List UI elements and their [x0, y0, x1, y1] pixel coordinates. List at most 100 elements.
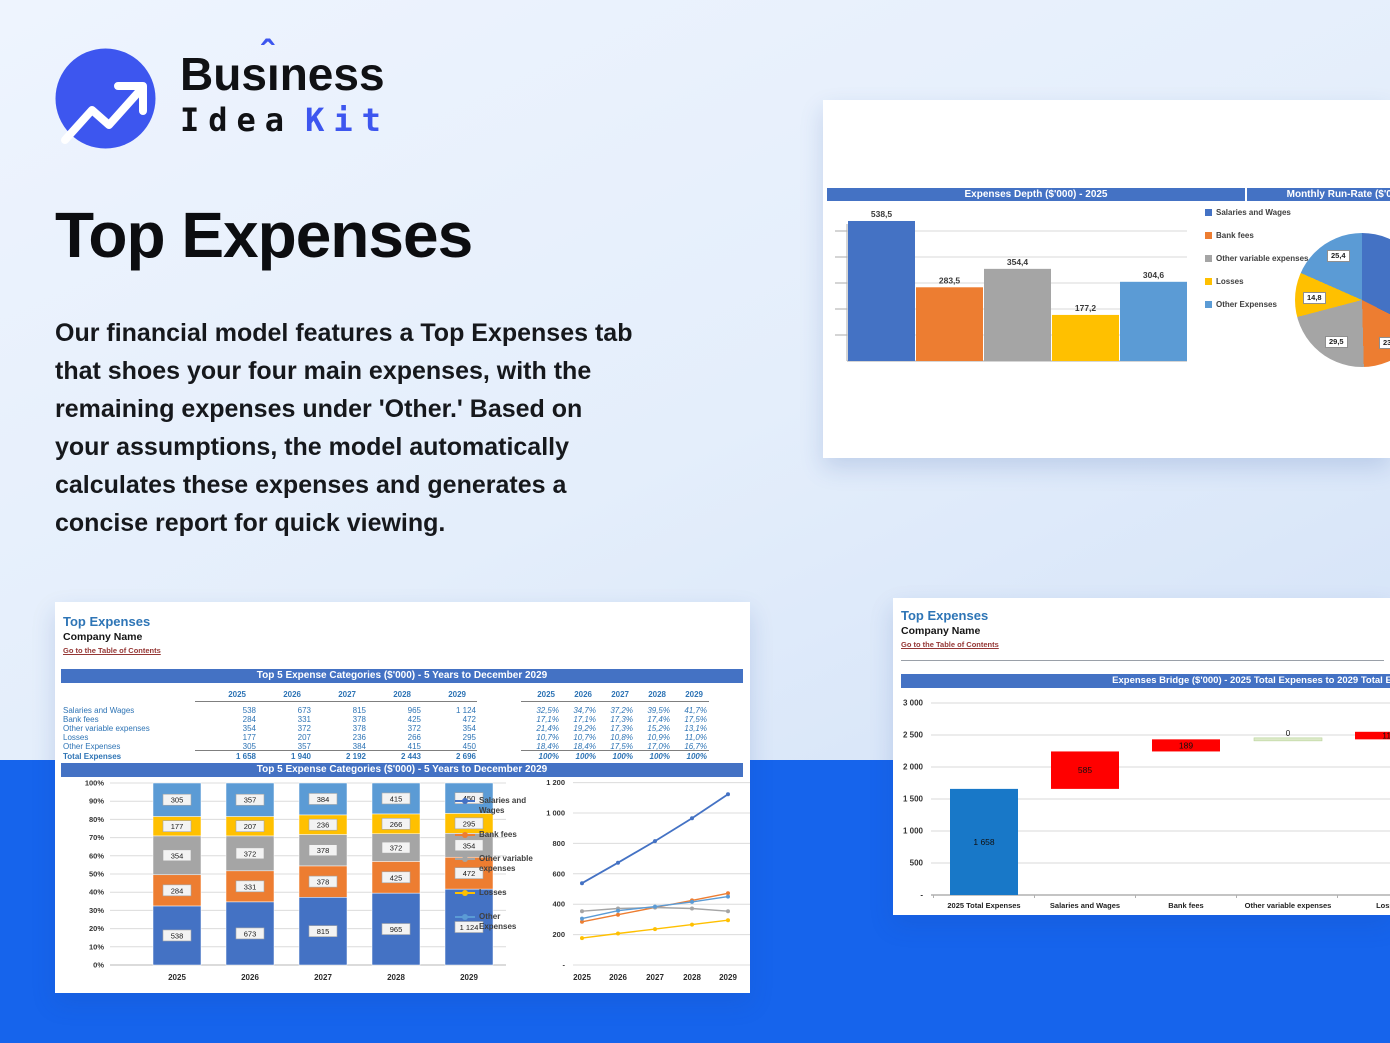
- chart-text: 1 500: [903, 795, 924, 804]
- value-cell: 1 124: [455, 706, 476, 715]
- pie-value-label: 23,6: [1379, 337, 1390, 350]
- data-point: [726, 891, 730, 896]
- data-point: [580, 936, 584, 941]
- value-cell: 384: [352, 742, 366, 751]
- percent-cell: 17,0%: [647, 742, 670, 751]
- value-cell: 177: [242, 733, 256, 742]
- legend-label: Salaries and Wages: [479, 796, 527, 815]
- chart-text: 40%: [89, 888, 104, 897]
- chart-text: Other variable expenses: [1245, 901, 1332, 910]
- chart-text: 2027: [646, 973, 664, 982]
- chart-text: 354,4: [1007, 257, 1029, 267]
- table-of-contents-link[interactable]: Go to the Table of Contents: [901, 640, 999, 649]
- chart-text: 0: [1286, 729, 1291, 738]
- percent-cell: 10,7%: [573, 733, 596, 742]
- chart-text: 2026: [241, 973, 259, 982]
- value-cell: 354: [462, 724, 476, 733]
- segment-label-box: [235, 820, 265, 833]
- value-cell: 357: [297, 742, 311, 751]
- table-total-row: Total Expenses 1 658 1 940 2 192 2 443 2 696 1…: [63, 751, 743, 762]
- chart-text: 354: [463, 841, 476, 850]
- percent-cell: 100%: [686, 752, 707, 761]
- depth-chart-header: Expenses Depth ($'000) - 2025: [827, 188, 1245, 201]
- chart-text: 372: [390, 844, 403, 853]
- expenses-bridge-waterfall-chart: 3 000 2 500 2 000 1 500 1 000 500 - 1 658 2025 T…: [903, 699, 1390, 910]
- percent-cell: 11,0%: [684, 733, 707, 742]
- value-cell: 815: [352, 706, 366, 715]
- chart-text: -: [563, 961, 566, 970]
- chart-text: 10%: [89, 942, 104, 951]
- percent-cell: 100%: [612, 752, 633, 761]
- legend-swatch-icon: [1205, 301, 1212, 308]
- top5-line-chart: 1 200 1 000 800 600 400 200 -2025 2026 2027 2028 2…: [546, 780, 750, 982]
- brand-name-top: Busıness ˆ: [180, 36, 390, 97]
- value-cell: 236: [352, 733, 366, 742]
- value-cell: 372: [297, 724, 311, 733]
- table-of-contents-link[interactable]: Go to the Table of Contents: [63, 646, 161, 655]
- chart-text: Salaries and Wages: [1050, 901, 1120, 910]
- stacked-segment: [444, 888, 494, 966]
- legend-label: Losses: [479, 888, 507, 897]
- chart-text: 585: [1078, 765, 1092, 775]
- percent-cell: 15,2%: [647, 724, 670, 733]
- value-cell: 472: [462, 715, 476, 724]
- depth-bar: [916, 287, 983, 361]
- chart-text: 207: [244, 822, 257, 831]
- chart-text: 2028: [683, 973, 701, 982]
- chart-text: 538: [171, 931, 184, 940]
- table-row: Other Expenses 305 357 384 415 450 18,4% 18,4% 1…: [63, 742, 743, 751]
- row-label: Other Expenses: [63, 742, 121, 751]
- segment-label-box: [454, 792, 484, 804]
- value-cell: 1 940: [290, 752, 311, 761]
- top5-table: 2025 2026 2027 2028 2029 2025 2026 2027 2028 2029…: [63, 688, 743, 762]
- chart-text: 415: [390, 794, 403, 803]
- row-label: Losses: [63, 733, 89, 742]
- legend-swatch-icon: [1205, 278, 1212, 285]
- row-label: Bank fees: [63, 715, 99, 724]
- percent-cell: 17,1%: [573, 715, 596, 724]
- waterfall-bar: [1051, 751, 1119, 789]
- chart-text: 500: [910, 859, 924, 868]
- data-point: [580, 881, 584, 886]
- legend-line-marker-icon: [455, 889, 475, 897]
- company-name: Company Name: [901, 625, 981, 637]
- chart-text: 965: [390, 925, 403, 934]
- sheet-divider: [901, 660, 1384, 661]
- gap: [476, 724, 522, 733]
- depth-bar: [1052, 314, 1119, 361]
- brand-accent-icon: ˆ: [261, 34, 274, 76]
- legend-swatch-icon: [1205, 255, 1212, 262]
- chart-text: 283,5: [939, 275, 961, 285]
- legend-line-marker-icon: [455, 797, 475, 805]
- chart-text: 425: [390, 873, 403, 882]
- legend-label: Salaries and Wages: [1216, 208, 1291, 217]
- data-point: [580, 909, 584, 914]
- chart-text: 284: [171, 886, 184, 895]
- data-point: [653, 839, 657, 844]
- chart-text: 450: [463, 794, 476, 803]
- percent-cell: 10,7%: [536, 733, 559, 742]
- segment-label-box: [454, 817, 484, 830]
- percent-cell: 17,4%: [647, 715, 670, 724]
- chart-text: 357: [244, 796, 257, 805]
- segment-label-box: [235, 880, 265, 893]
- legend-item: Losses: [455, 888, 537, 898]
- percent-cell: 17,1%: [536, 715, 559, 724]
- chart-text: 177: [171, 822, 184, 831]
- data-point: [690, 906, 694, 911]
- chart-text: 70%: [89, 833, 104, 842]
- percent-cell: 34,7%: [573, 706, 596, 715]
- value-cell: 378: [352, 724, 366, 733]
- chart-text: 177,2: [1075, 303, 1097, 313]
- percent-cell: 18,4%: [573, 742, 596, 751]
- percent-cell: 18,4%: [536, 742, 559, 751]
- data-point: [580, 919, 584, 924]
- sheet-title: Top Expenses: [63, 614, 151, 629]
- segment-label-box: [235, 847, 265, 860]
- waterfall-bar: [1355, 731, 1390, 740]
- data-point: [690, 816, 694, 821]
- value-cell: 284: [242, 715, 256, 724]
- legend-swatch-icon: [1205, 232, 1212, 239]
- table-row: Losses 177 207 236 266 295 10,7% 10,7% 10,8% 10,9…: [63, 733, 743, 742]
- chart-text: 378: [317, 846, 330, 855]
